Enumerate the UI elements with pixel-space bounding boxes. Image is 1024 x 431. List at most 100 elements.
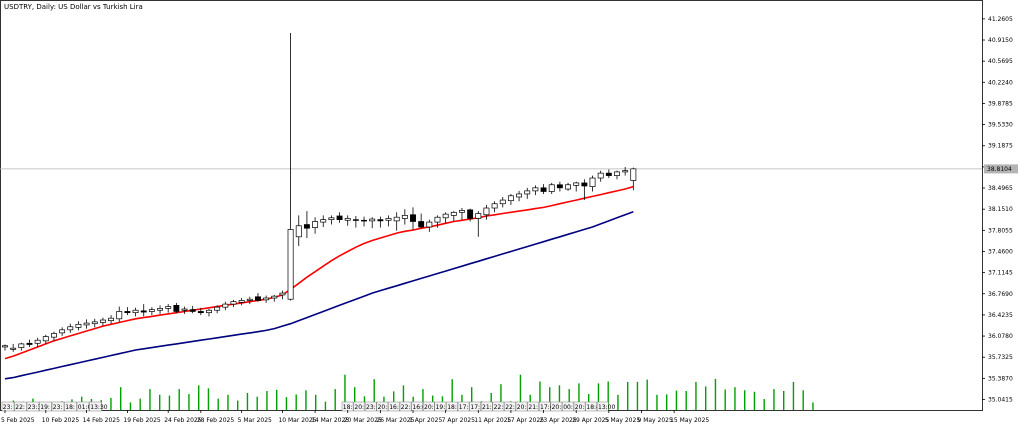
candle — [344, 215, 351, 226]
candle-body — [230, 301, 237, 305]
ma-slow-line — [4, 210, 634, 380]
candle — [279, 290, 286, 300]
volume-bar — [285, 397, 288, 410]
candle-body — [344, 218, 351, 221]
candle-body — [116, 311, 123, 320]
candle — [369, 217, 376, 229]
candle-body — [573, 182, 580, 186]
session-box — [1, 401, 15, 412]
session-box — [562, 401, 574, 412]
candle-body — [556, 184, 563, 189]
volume-bar — [120, 387, 122, 410]
candle — [173, 302, 180, 314]
candle — [2, 344, 8, 351]
x-tick-label: 29 Apr 2025 — [572, 417, 609, 424]
candle-body — [401, 215, 408, 219]
session-box-label: 17: — [470, 404, 480, 411]
candle — [287, 32, 294, 301]
y-tick-label: 35.0415 — [988, 397, 1013, 404]
candle — [467, 208, 474, 222]
y-tick-label: 38.4965 — [988, 185, 1013, 192]
session-box — [457, 401, 470, 412]
volume-bar — [617, 394, 619, 410]
candle-body — [99, 319, 106, 323]
candle — [565, 182, 571, 191]
price-marker-label: 38.8104 — [987, 166, 1012, 173]
session-box — [64, 401, 77, 412]
candle-body — [59, 329, 66, 334]
session-box — [388, 401, 400, 412]
candle — [91, 318, 98, 328]
candle — [499, 197, 506, 208]
candle-body — [516, 193, 523, 198]
candle — [434, 215, 441, 228]
volume-bar — [666, 394, 668, 410]
candle-body — [491, 203, 498, 209]
session-box — [76, 401, 90, 412]
volume-bar — [636, 381, 639, 410]
candle — [10, 343, 17, 352]
session-box — [504, 401, 516, 412]
x-tick-label: 14 Feb 2025 — [83, 417, 121, 424]
session-box — [411, 401, 423, 412]
candle-body — [499, 199, 506, 205]
volume-bar — [276, 389, 278, 410]
y-tick-label: 40.5695 — [988, 58, 1013, 65]
volume-bar — [802, 390, 804, 410]
session-box-label: 01:05 — [78, 404, 95, 411]
candle — [108, 315, 115, 324]
x-tick-label: 19 Feb 2025 — [123, 417, 161, 424]
candle — [59, 327, 66, 336]
session-box-label: 23:30 — [28, 404, 45, 411]
candle-body — [132, 309, 139, 314]
candlesticks[interactable] — [2, 32, 637, 352]
candle — [450, 211, 457, 222]
candle-body — [214, 306, 221, 311]
time-axis[interactable]: 5 Feb 2025 10 Feb 2025 14 Feb 2025 19 Feb 2… — [1, 410, 709, 424]
volume-bar — [675, 390, 678, 410]
session-box-label: 17: — [459, 404, 469, 411]
volume-bar — [500, 384, 502, 410]
session-box — [422, 401, 435, 412]
moving-averages — [4, 185, 634, 380]
y-tick-label: 35.3870 — [988, 375, 1013, 382]
candle — [42, 334, 49, 344]
candle-body — [206, 309, 212, 314]
session-box-label: 16:05 — [412, 404, 429, 411]
x-tick-label: 11 Apr 2025 — [474, 417, 511, 424]
x-tick-label: 20 Mar 2025 — [344, 417, 382, 424]
volume-bar — [646, 379, 648, 410]
candle — [418, 213, 425, 229]
candle — [532, 185, 539, 196]
candle-body — [222, 303, 229, 308]
session-box-label: 22: — [494, 404, 504, 411]
candle — [401, 209, 408, 225]
volume-bar — [354, 387, 356, 410]
candle — [475, 211, 482, 237]
candle — [393, 212, 400, 231]
session-box-label: 22: — [15, 404, 25, 411]
x-tick-label: 15 May 2025 — [670, 417, 709, 424]
ma-fast-line — [4, 185, 634, 360]
volume-bar — [139, 398, 141, 410]
candle — [507, 193, 514, 205]
session-box-label: 13:30 — [90, 404, 107, 411]
volume-bar — [266, 391, 268, 410]
candle-body — [312, 221, 319, 228]
x-tick-label: 17 Apr 2025 — [507, 417, 544, 424]
candle — [597, 170, 604, 182]
x-tick-label: 5 May 2025 — [605, 417, 640, 424]
session-box — [26, 401, 40, 412]
volume-bar — [129, 402, 132, 410]
volume-bar — [597, 383, 600, 410]
candle — [181, 306, 188, 314]
candle — [214, 305, 221, 314]
x-tick-label: 1 Apr 2025 — [409, 417, 442, 424]
candle — [336, 212, 343, 223]
session-box-label: 20: — [575, 404, 585, 411]
candle-body — [475, 213, 482, 219]
candle — [83, 319, 90, 329]
